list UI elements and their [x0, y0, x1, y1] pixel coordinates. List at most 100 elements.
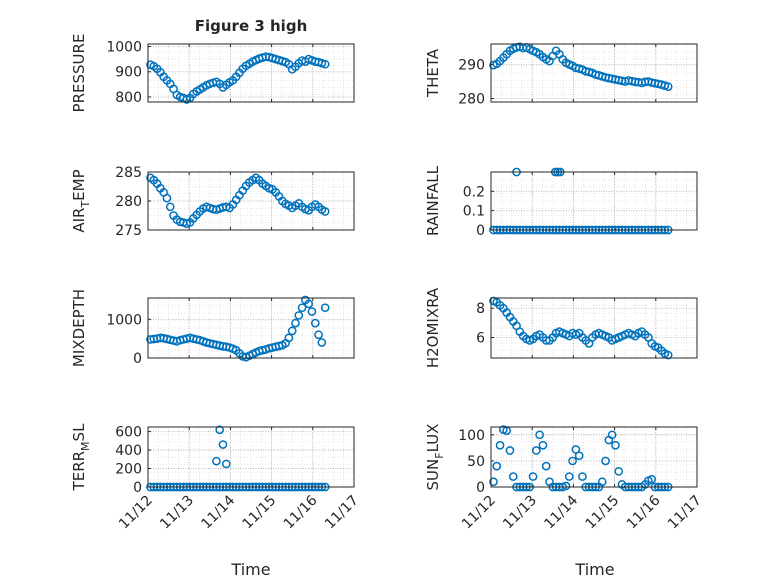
y-axis-label-subscript: F [433, 452, 446, 458]
x-tick-label: 11/12 [459, 493, 499, 533]
axes-box [147, 426, 355, 488]
data-point [535, 430, 544, 440]
axes-box [490, 426, 698, 488]
panel-5: 0 1000 MIXDEPTH [70, 289, 355, 367]
data-point [508, 472, 518, 481]
data-point [320, 59, 330, 69]
y-axis-label-main: RAINFALL [424, 165, 442, 236]
x-tick-label: 11/17 [665, 493, 705, 533]
data-point [663, 82, 673, 91]
y-axis-label: SUNFLUX [424, 424, 446, 491]
y-tick-label: 400 [115, 443, 142, 459]
axes-box [490, 297, 698, 359]
data-point [284, 333, 294, 343]
y-axis-label-main: TERR [70, 451, 88, 492]
y-tick-label: 285 [115, 165, 142, 181]
y-tick-label: 8 [476, 301, 485, 317]
axes-box [147, 297, 355, 359]
x-tick-label: 11/17 [322, 493, 362, 533]
y-axis-label-tail: EMP [70, 169, 88, 200]
data-point [215, 425, 225, 435]
data-point [561, 481, 571, 491]
data-point [297, 303, 307, 313]
data-point [531, 446, 541, 455]
data-point [304, 299, 314, 309]
data-point [221, 459, 231, 469]
x-axis-label-right: Time [574, 560, 614, 579]
y-axis-label: AIRTEMP [70, 169, 92, 232]
y-axis-label-subscript: M [79, 441, 92, 451]
y-tick-label: 0 [133, 351, 142, 367]
x-tick-label: 11/12 [116, 493, 156, 533]
data-point [320, 207, 330, 216]
figure-title: Figure 3 high [195, 17, 308, 35]
axes-box [490, 171, 698, 231]
y-tick-label: 800 [115, 90, 142, 106]
panel-3: 275 280 285 AIRTEMP [70, 165, 355, 239]
y-tick-label: 900 [115, 65, 142, 81]
axes-box [147, 43, 355, 103]
y-axis-label: PRESSURE [70, 34, 88, 113]
panel-8: 0 50 100 SUNFLUX 11/12 11/13 11/14 11/15 11/16 11… [424, 424, 705, 533]
panel-6: 6 8 H2OMIXRA [424, 287, 698, 368]
x-tick-label: 11/16 [281, 492, 321, 532]
y-tick-label: 0.1 [463, 204, 485, 220]
data-point [307, 307, 317, 316]
data-point [291, 318, 300, 328]
data-point [541, 461, 551, 471]
data-point [320, 303, 330, 313]
y-axis-label-main: PRESSURE [70, 34, 88, 113]
x-tick-label: 11/15 [240, 493, 280, 533]
data-point [614, 466, 624, 476]
y-tick-label: 0.2 [463, 184, 485, 200]
y-tick-label: 275 [115, 223, 142, 239]
y-tick-label: 280 [458, 92, 485, 108]
data-point [212, 456, 221, 466]
x-axis-label-left: Time [230, 560, 270, 579]
data-point [568, 456, 577, 466]
x-tick-label: 11/14 [541, 492, 581, 532]
y-tick-label: 0 [476, 480, 485, 496]
data-point [528, 472, 538, 481]
y-axis-label: H2OMIXRA [424, 287, 442, 368]
x-tick-label: 11/13 [500, 493, 540, 533]
data-point [310, 318, 320, 328]
y-tick-label: 1000 [106, 312, 142, 328]
data-point [287, 326, 297, 336]
y-tick-label: 1000 [106, 40, 142, 56]
data-point [317, 338, 327, 347]
data-point [663, 350, 673, 360]
data-point [165, 202, 175, 212]
y-tick-label: 200 [115, 462, 142, 478]
y-axis-label-tail: SL [70, 423, 88, 442]
data-point [601, 456, 610, 466]
y-tick-label: 50 [467, 454, 485, 470]
y-axis-label-main: H2OMIXRA [424, 287, 442, 368]
data-point [489, 477, 498, 487]
x-tick-label: 11/13 [157, 493, 197, 533]
y-axis-label-subscript: T [79, 201, 92, 209]
y-axis-label: THETA [424, 48, 442, 98]
x-tick-label: 11/14 [198, 492, 238, 532]
y-tick-label: 100 [458, 428, 485, 444]
y-axis-label-main: MIXDEPTH [70, 289, 88, 367]
axes-box [490, 43, 698, 103]
y-tick-label: 290 [458, 57, 485, 73]
data-point [495, 440, 505, 450]
y-axis-label: MIXDEPTH [70, 289, 88, 367]
data-point [162, 193, 172, 203]
data-point [294, 311, 304, 320]
panel-4: 0 0.1 0.2 RAINFALL [424, 165, 698, 239]
data-point [597, 477, 607, 487]
y-axis-label-main: THETA [424, 48, 442, 98]
y-tick-label: 6 [476, 331, 485, 347]
y-tick-label: 0 [133, 480, 142, 496]
y-axis-label: TERRMSL [70, 423, 92, 492]
panel-2: 280 290 THETA [424, 42, 698, 108]
data-point [607, 430, 617, 440]
y-axis-label: RAINFALL [424, 165, 442, 236]
data-point [611, 440, 620, 450]
y-axis-label-main: AIR [70, 208, 88, 233]
